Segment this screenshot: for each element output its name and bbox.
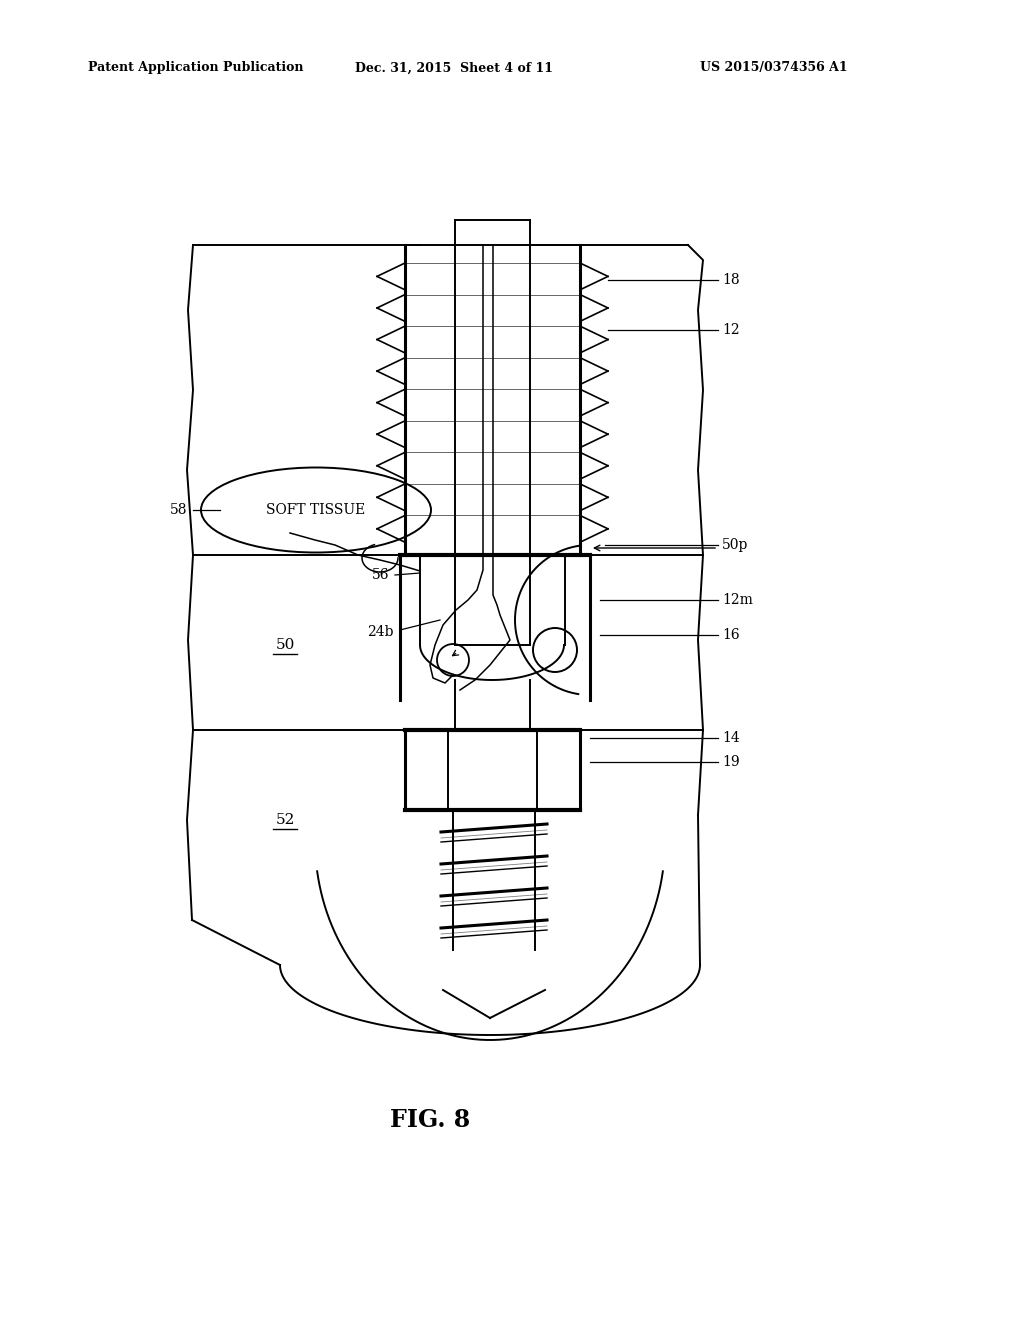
Text: 14: 14 [722, 731, 739, 744]
Text: 56: 56 [372, 568, 389, 582]
Text: 12m: 12m [722, 593, 753, 607]
Text: 50: 50 [275, 638, 295, 652]
Text: US 2015/0374356 A1: US 2015/0374356 A1 [700, 62, 848, 74]
Text: Patent Application Publication: Patent Application Publication [88, 62, 303, 74]
Text: SOFT TISSUE: SOFT TISSUE [266, 503, 366, 517]
Text: FIG. 8: FIG. 8 [390, 1107, 470, 1133]
Text: 16: 16 [722, 628, 739, 642]
Text: Dec. 31, 2015  Sheet 4 of 11: Dec. 31, 2015 Sheet 4 of 11 [355, 62, 553, 74]
Text: 52: 52 [275, 813, 295, 828]
Text: 50p: 50p [722, 539, 749, 552]
Text: 19: 19 [722, 755, 739, 770]
Text: 18: 18 [722, 273, 739, 286]
Text: 58: 58 [170, 503, 187, 517]
Text: 12: 12 [722, 323, 739, 337]
Text: 24b: 24b [368, 624, 394, 639]
